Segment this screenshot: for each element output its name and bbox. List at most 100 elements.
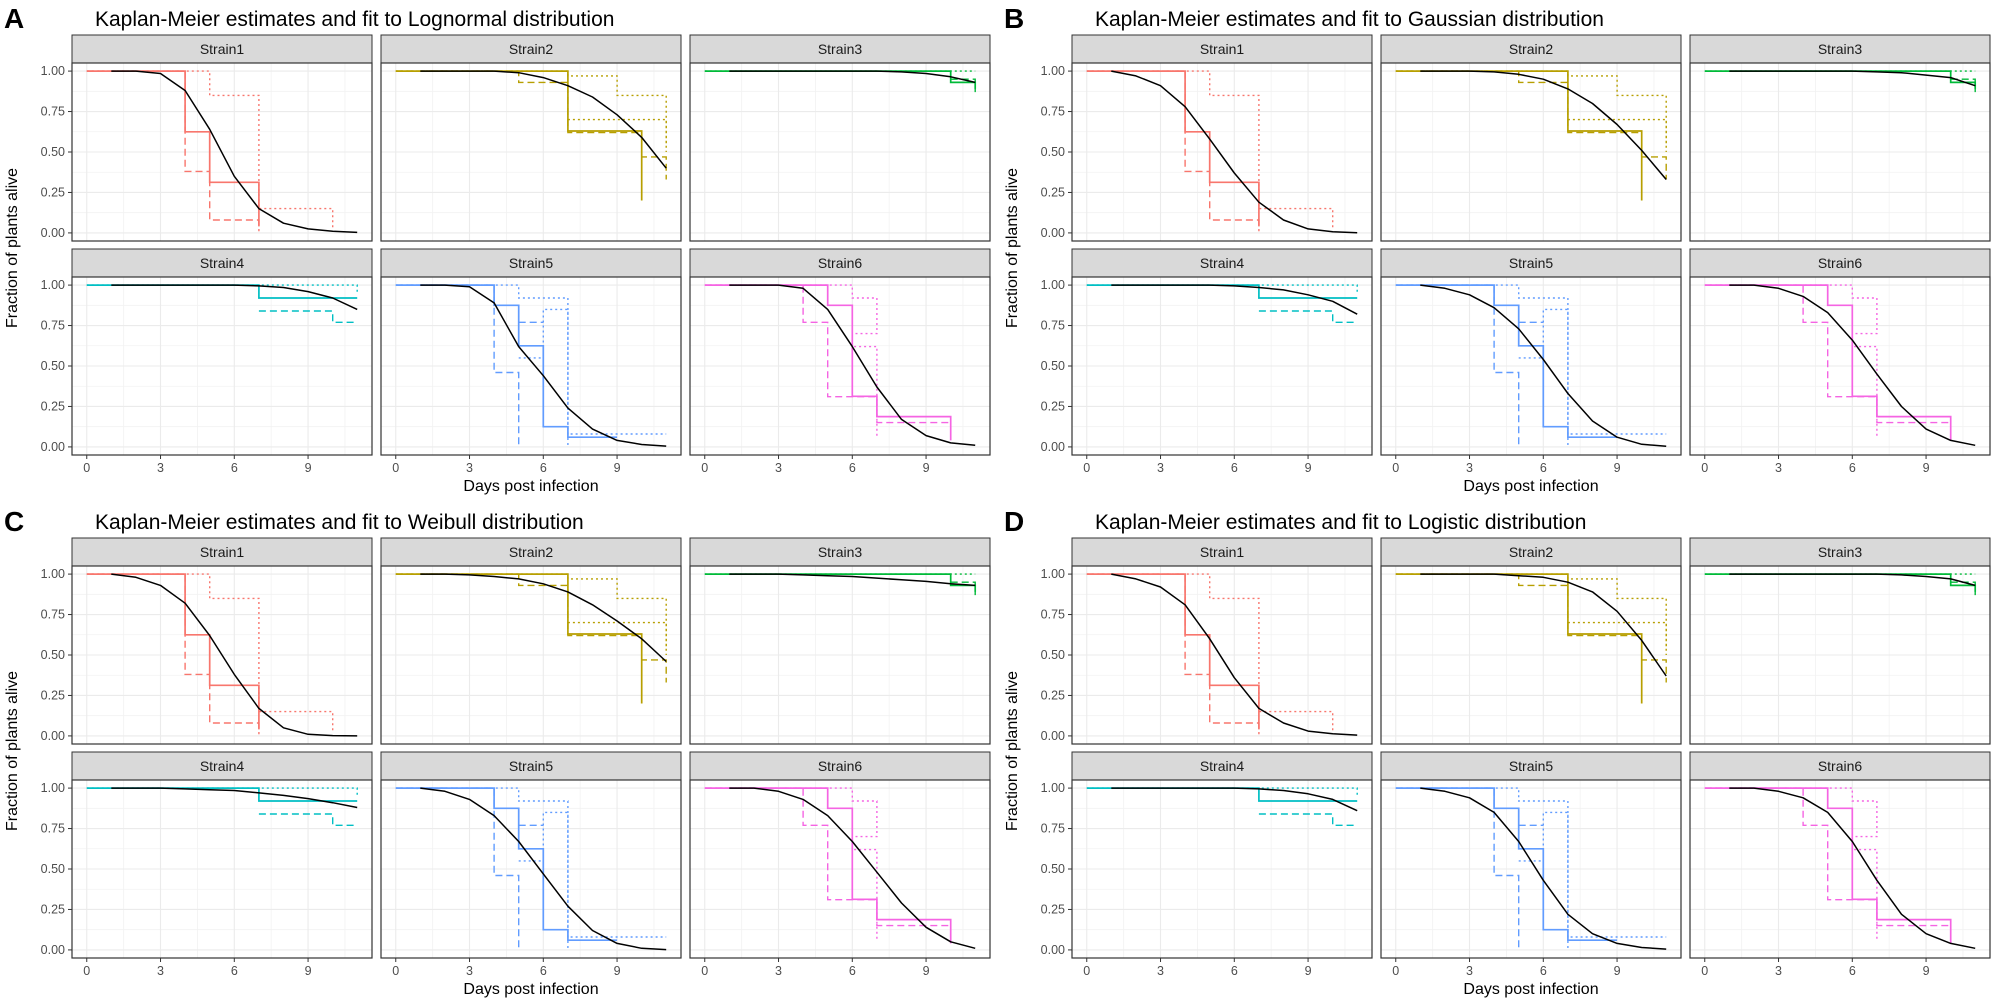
y-tick-label: 0.50 bbox=[41, 145, 65, 159]
x-tick-label: 6 bbox=[1849, 964, 1856, 978]
x-tick-label: 0 bbox=[1392, 461, 1399, 475]
km-est-line bbox=[704, 573, 977, 592]
facet-label: Strain3 bbox=[1818, 544, 1863, 560]
x-tick-label: 9 bbox=[305, 964, 312, 978]
km-est-line bbox=[1086, 70, 1260, 227]
y-tick-label: 1.00 bbox=[1041, 781, 1065, 795]
y-tick-label: 0.50 bbox=[41, 648, 65, 662]
x-axis-title: Days post infection bbox=[1463, 478, 1598, 495]
x-tick-label: 6 bbox=[1231, 964, 1238, 978]
fitted-curve bbox=[1729, 573, 1976, 587]
facet-strip bbox=[689, 751, 991, 781]
panel-d: D Kaplan-Meier estimates and fit to Logis… bbox=[1004, 506, 1991, 998]
y-tick-label: 0.00 bbox=[41, 226, 65, 240]
x-tick-label: 0 bbox=[701, 964, 708, 978]
km-est-line bbox=[395, 70, 643, 201]
facet-label: Strain2 bbox=[1509, 544, 1554, 560]
facet-label: Strain6 bbox=[1818, 758, 1863, 774]
km-est-line bbox=[395, 284, 618, 439]
plot-border bbox=[380, 565, 682, 745]
km-extra-line bbox=[1518, 308, 1667, 435]
x-axis-title: Days post infection bbox=[1463, 981, 1598, 998]
facet-label: Strain1 bbox=[1200, 41, 1245, 57]
km-lower-line bbox=[395, 573, 667, 683]
y-tick-label: 1.00 bbox=[41, 781, 65, 795]
facet-strain5: Strain5 0 3 6 9 bbox=[1380, 248, 1682, 475]
x-tick-label: 0 bbox=[1083, 964, 1090, 978]
x-tick-label: 3 bbox=[775, 964, 782, 978]
km-est-line bbox=[395, 787, 618, 942]
facet-strain2: Strain2 bbox=[1380, 34, 1682, 242]
y-tick-label: 0.75 bbox=[41, 822, 65, 836]
facet-strip bbox=[1689, 248, 1991, 278]
y-tick-label: 0.50 bbox=[41, 862, 65, 876]
y-tick-label: 0.00 bbox=[1041, 226, 1065, 240]
facet-strip bbox=[71, 248, 373, 278]
y-axis-title: Fraction of plants alive bbox=[1004, 671, 1021, 831]
y-tick-label: 0.25 bbox=[41, 399, 65, 413]
facet-strain6: Strain6 0 3 6 9 bbox=[1689, 248, 1991, 475]
facet-strain3: Strain3 bbox=[1689, 537, 1991, 745]
panel-letter: C bbox=[4, 506, 24, 537]
facet-strain3: Strain3 bbox=[1689, 34, 1991, 242]
facet-strip bbox=[689, 34, 991, 64]
y-tick-label: 0.50 bbox=[1041, 359, 1065, 373]
x-tick-label: 6 bbox=[849, 461, 856, 475]
km-extra-line bbox=[518, 308, 667, 435]
plot-border bbox=[689, 276, 991, 456]
x-tick-label: 0 bbox=[392, 964, 399, 978]
y-tick-label: 0.50 bbox=[41, 359, 65, 373]
x-tick-label: 3 bbox=[1775, 964, 1782, 978]
x-tick-label: 9 bbox=[1305, 964, 1312, 978]
fitted-curve bbox=[1420, 787, 1667, 950]
x-tick-label: 0 bbox=[701, 461, 708, 475]
y-tick-label: 0.75 bbox=[1041, 822, 1065, 836]
x-tick-label: 0 bbox=[1701, 964, 1708, 978]
facet-label: Strain6 bbox=[1818, 255, 1863, 271]
facet-label: Strain5 bbox=[509, 255, 554, 271]
y-tick-label: 1.00 bbox=[41, 64, 65, 78]
x-tick-label: 9 bbox=[1614, 461, 1621, 475]
fitted-curve bbox=[1420, 573, 1667, 677]
x-tick-label: 9 bbox=[1305, 461, 1312, 475]
y-axis-title: Fraction of plants alive bbox=[1004, 168, 1021, 328]
facet-strip bbox=[71, 751, 373, 781]
x-tick-label: 0 bbox=[83, 461, 90, 475]
x-tick-label: 6 bbox=[540, 461, 547, 475]
plot-border bbox=[689, 779, 991, 959]
km-lower-line bbox=[1704, 284, 1951, 424]
facet-strain4: Strain4 0.00 0.25 0.50 0.75 1.00 0 3 6 9 bbox=[1041, 751, 1373, 978]
facet-strain2: Strain2 bbox=[1380, 537, 1682, 745]
fitted-curve bbox=[729, 70, 976, 84]
km-upper-line bbox=[1704, 787, 1878, 942]
facet-strain5: Strain5 0 3 6 9 bbox=[1380, 751, 1682, 978]
facet-label: Strain6 bbox=[818, 255, 863, 271]
x-tick-label: 9 bbox=[614, 964, 621, 978]
facet-strip bbox=[1689, 751, 1991, 781]
plot-border bbox=[380, 276, 682, 456]
x-tick-label: 3 bbox=[1157, 461, 1164, 475]
x-tick-label: 6 bbox=[231, 964, 238, 978]
y-tick-label: 0.25 bbox=[41, 902, 65, 916]
panel-letter: A bbox=[4, 3, 24, 34]
y-tick-label: 0.50 bbox=[1041, 862, 1065, 876]
facet-strip bbox=[1071, 34, 1373, 64]
km-upper-line bbox=[1704, 284, 1878, 439]
x-tick-label: 3 bbox=[1157, 964, 1164, 978]
panel-b: B Kaplan-Meier estimates and fit to Gauss… bbox=[1004, 3, 1991, 495]
x-tick-label: 0 bbox=[1083, 461, 1090, 475]
facet-strip bbox=[1380, 248, 1682, 278]
facet-strip bbox=[380, 248, 682, 278]
x-tick-label: 9 bbox=[923, 964, 930, 978]
panel-title: Kaplan-Meier estimates and fit to Lognor… bbox=[95, 8, 614, 31]
y-tick-label: 0.00 bbox=[1041, 440, 1065, 454]
x-tick-label: 6 bbox=[1231, 461, 1238, 475]
km-est-line bbox=[1395, 70, 1643, 201]
x-axis-title: Days post infection bbox=[463, 981, 598, 998]
y-tick-label: 1.00 bbox=[1041, 278, 1065, 292]
km-est-line bbox=[704, 284, 952, 441]
facet-label: Strain4 bbox=[1200, 758, 1245, 774]
km-lower-line bbox=[704, 787, 951, 927]
facet-strain1: Strain1 0.00 0.25 0.50 0.75 1.00 bbox=[41, 537, 373, 745]
panel-letter: B bbox=[1004, 3, 1024, 34]
